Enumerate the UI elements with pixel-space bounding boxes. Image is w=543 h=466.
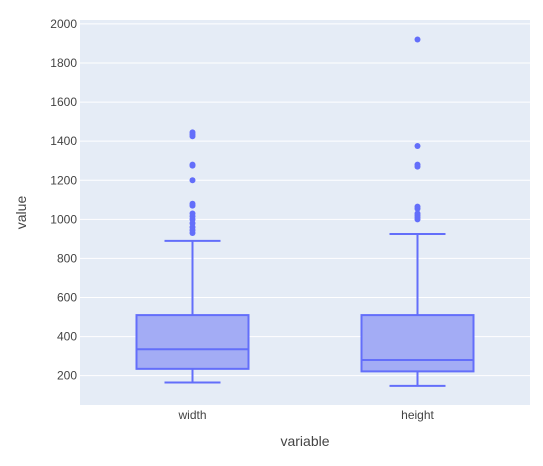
y-axis-title: value [13, 196, 29, 230]
y-tick-label: 800 [57, 251, 77, 265]
outlier-point [189, 177, 196, 184]
outlier-point [189, 161, 196, 168]
x-axis-title: variable [280, 433, 329, 449]
y-tick-label: 1000 [50, 212, 77, 226]
y-tick-label: 1600 [50, 95, 77, 109]
box-iqr [360, 314, 475, 373]
box-width [135, 129, 250, 384]
y-tick-label: 1200 [50, 173, 77, 187]
outlier-point [414, 210, 421, 217]
y-tick-label: 2000 [50, 17, 77, 31]
box-series [135, 36, 475, 387]
outlier-point [414, 143, 421, 150]
outlier-point [414, 161, 421, 168]
y-tick-label: 1800 [50, 56, 77, 70]
box-height [360, 36, 475, 387]
y-tick-label: 400 [57, 330, 77, 344]
x-tick-label: width [177, 408, 206, 422]
y-tick-label: 1400 [50, 134, 77, 148]
y-tick-label: 600 [57, 291, 77, 305]
y-tick-label: 200 [57, 369, 77, 383]
outlier-point [189, 210, 196, 217]
x-axis-ticks: width height [177, 408, 434, 422]
outlier-point [414, 36, 421, 43]
box-iqr [135, 314, 250, 370]
outlier-point [189, 200, 196, 207]
grid-lines [80, 23, 530, 377]
y-axis-ticks: 200 400 600 800 1000 1200 1400 1600 1800 2000 [50, 17, 77, 383]
outlier-point [189, 129, 196, 136]
x-tick-label: height [401, 408, 434, 422]
outlier-point [414, 203, 421, 210]
